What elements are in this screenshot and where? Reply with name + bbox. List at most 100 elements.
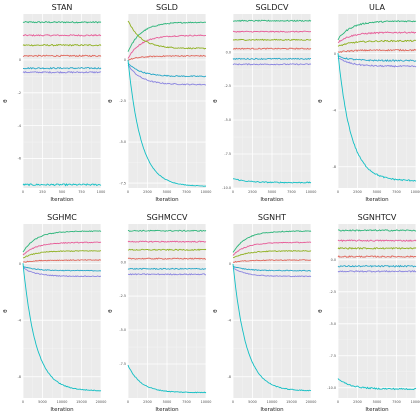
x-tick-label: 15000: [76, 400, 87, 404]
trace-line-1: [337, 229, 417, 232]
trace-line-3: [337, 247, 417, 250]
trace-line-3: [22, 43, 102, 47]
y-axis-title: θ: [318, 99, 324, 103]
trace-line-6: [22, 70, 102, 74]
x-tick-label: 0: [127, 400, 129, 404]
y-tick-label: 0.0: [226, 50, 231, 54]
trace-line-3: [127, 248, 207, 252]
trace-line-5: [232, 57, 312, 60]
x-tick-label: 0: [127, 190, 129, 194]
trace-line-5: [127, 267, 207, 271]
x-tick-label: 7500: [182, 190, 191, 194]
trace-line-4: [22, 259, 102, 263]
x-tick-label: 7500: [182, 400, 191, 404]
y-tick-label: 0.0: [121, 260, 126, 264]
panel-sghmccv: SGHMCCV 0 2500 5000 7500 10000 0.0 -2.5 -5.0 -7.5…: [108, 213, 211, 413]
y-tick-label: 0: [19, 58, 21, 62]
y-axis-title: θ: [108, 99, 114, 103]
y-tick-label: -10.0: [222, 186, 231, 190]
trace-line-4: [232, 259, 312, 263]
trace-line-7: [337, 53, 417, 182]
y-tick-label: -2.5: [329, 290, 336, 294]
trace-line-4: [337, 255, 417, 258]
trace-line-6: [22, 267, 102, 278]
trace-line-4: [127, 257, 206, 260]
x-tick-label: 0: [232, 400, 234, 404]
x-axis-title: Iteration: [260, 407, 284, 413]
y-tick-label: -7.5: [119, 362, 126, 366]
y-tick-label: -8: [228, 375, 231, 379]
trace-line-4: [337, 48, 417, 53]
y-tick-label: -2: [18, 91, 21, 95]
trace-line-2: [232, 30, 312, 33]
x-tick-label: 750: [78, 190, 84, 194]
x-tick-label: 10000: [411, 400, 420, 404]
trace-line-1: [337, 20, 417, 41]
x-axis-title: Iteration: [365, 407, 389, 413]
trace-line-2: [127, 34, 207, 59]
panel-title: SGHMCCV: [147, 213, 188, 222]
y-axis-title: θ: [318, 309, 324, 313]
x-tick-label: 7500: [392, 190, 401, 194]
trace-line-5: [337, 55, 417, 63]
trace-line-2: [22, 241, 102, 256]
x-tick-label: 5000: [38, 400, 47, 404]
x-tick-label: 1000: [97, 190, 106, 194]
y-tick-label: -7.5: [224, 152, 231, 156]
trace-line-5: [22, 66, 102, 70]
x-tick-label: 5000: [163, 190, 172, 194]
y-tick-label: -7.5: [329, 354, 336, 358]
trace-line-1: [22, 20, 102, 24]
y-tick-label: -5.0: [119, 328, 126, 332]
trace-line-1: [232, 19, 312, 22]
panel-title: SGNHTCV: [358, 213, 397, 222]
trace-line-6: [127, 64, 207, 86]
trace-line-2: [337, 239, 417, 243]
trace-line-1: [22, 230, 102, 253]
x-tick-label: 0: [337, 400, 339, 404]
trace-line-6: [337, 269, 417, 273]
trace-line-7: [337, 378, 417, 391]
panel-title: SGLDCV: [256, 3, 289, 12]
x-tick-label: 2500: [143, 400, 152, 404]
trace-line-4: [22, 54, 102, 58]
x-tick-label: 2500: [353, 400, 362, 404]
y-tick-label: 0.0: [331, 258, 336, 262]
y-tick-label: -8: [18, 375, 21, 379]
y-tick-label: -4: [18, 318, 21, 322]
x-tick-label: 10000: [306, 190, 317, 194]
trace-line-2: [337, 31, 417, 44]
panel-title: ULA: [369, 3, 385, 12]
panel-title: SGHMC: [47, 213, 77, 222]
x-axis-title: Iteration: [155, 197, 179, 203]
y-tick-label: -2.5: [119, 99, 126, 103]
x-tick-label: 10000: [201, 190, 212, 194]
x-tick-label: 15000: [286, 400, 297, 404]
y-axis-title: θ: [213, 99, 219, 103]
trace-line-3: [22, 250, 102, 259]
panel-sgnht: SGNHT 0 5000 10000 15000 20000 0 -4 -8 Iteration θ: [213, 213, 316, 413]
x-tick-label: 10000: [267, 400, 278, 404]
y-tick-label: -8: [333, 165, 336, 169]
x-tick-label: 0: [337, 190, 339, 194]
trace-line-7: [232, 178, 312, 184]
trace-line-2: [22, 33, 102, 37]
panel-sghmc: SGHMC 0 5000 10000 15000 20000 0 -4 -8 Iteration θ: [3, 213, 106, 413]
panel-ula: ULA 0 2500 5000 7500 10000 0 -4 -8 Iteration θ: [318, 3, 420, 203]
trace-line-1: [232, 230, 312, 253]
x-tick-label: 0: [22, 190, 24, 194]
trace-line-7: [22, 263, 102, 392]
trace-line-7: [127, 59, 207, 187]
trace-line-7: [22, 183, 102, 187]
x-tick-label: 2500: [143, 190, 152, 194]
x-tick-label: 5000: [373, 400, 382, 404]
panel-stan: STAN 0 250 500 750 1000 0 -2 -4 -6 Iteration θ: [3, 3, 105, 203]
y-tick-label: -2.5: [119, 294, 126, 298]
y-axis-title: θ: [213, 309, 219, 313]
trace-line-5: [232, 265, 312, 272]
y-tick-label: -5.0: [329, 322, 336, 326]
trace-line-3: [232, 38, 312, 42]
y-tick-label: 0: [229, 262, 231, 266]
x-tick-label: 5000: [248, 400, 257, 404]
y-tick-label: -2.5: [224, 84, 231, 88]
